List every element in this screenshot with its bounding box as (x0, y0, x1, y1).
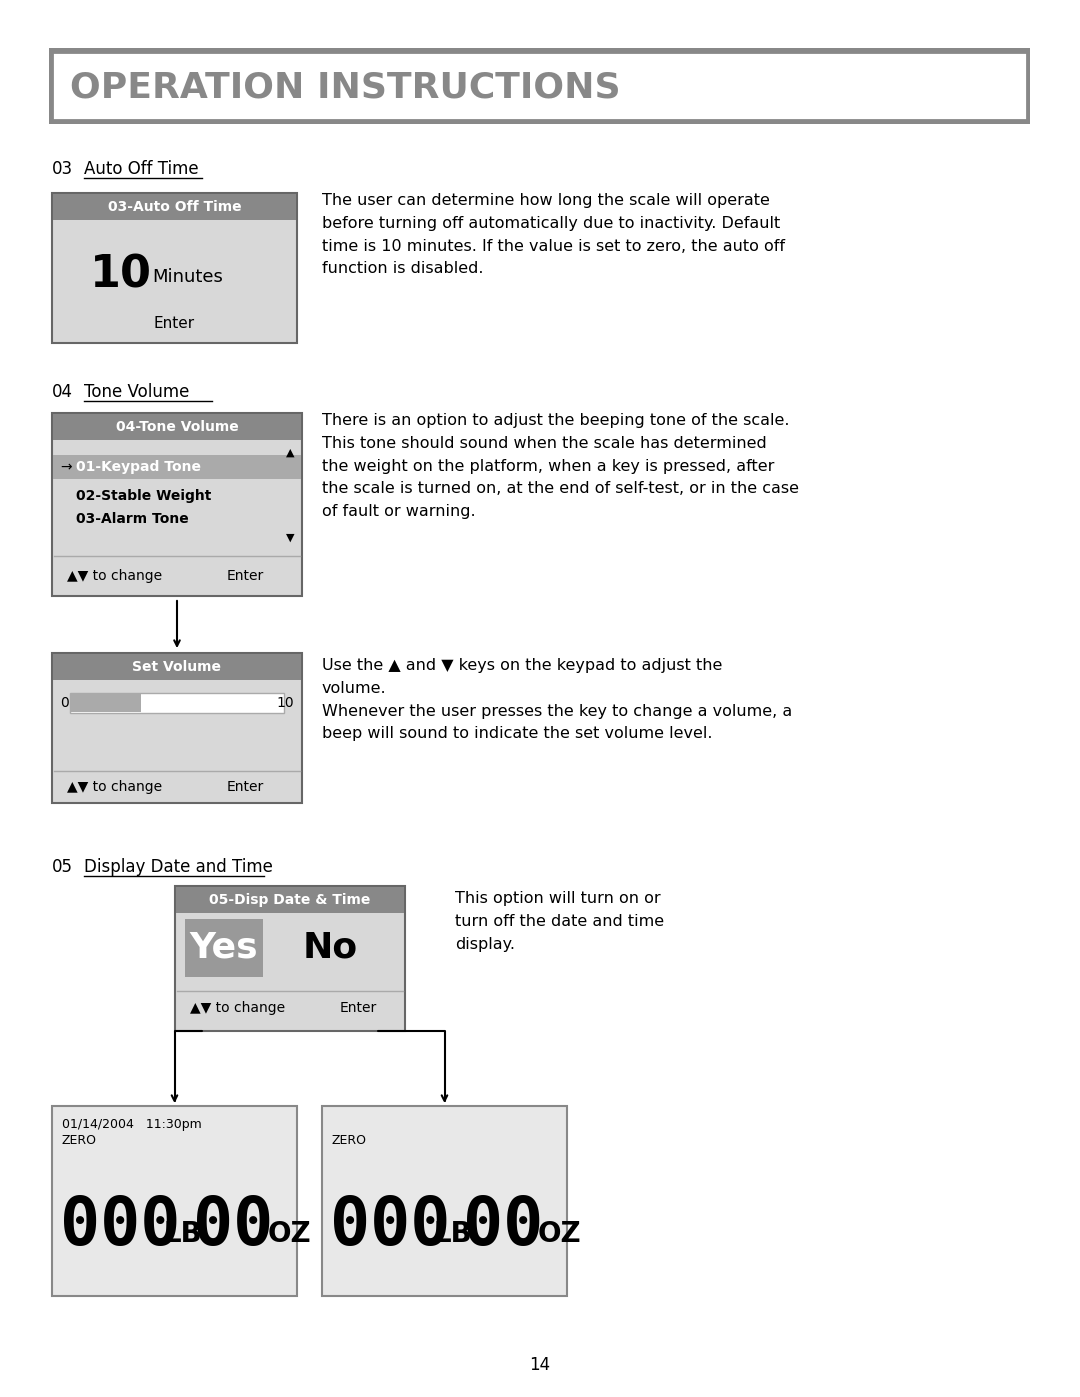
Bar (70, 693, 284, 712)
Bar (53, 194, 296, 219)
Text: The user can determine how long the scale will operate
before turning off automa: The user can determine how long the scal… (322, 193, 785, 277)
Text: →: → (60, 460, 71, 474)
Text: OZ: OZ (538, 1220, 582, 1248)
Text: ▲▼ to change: ▲▼ to change (190, 1002, 285, 1016)
Text: Set Volume: Set Volume (133, 659, 221, 673)
Bar (52, 414, 302, 597)
Text: 01-Keypad Tone: 01-Keypad Tone (76, 460, 201, 474)
Text: Tone Volume: Tone Volume (84, 383, 189, 401)
Text: No: No (302, 930, 357, 965)
Text: 14: 14 (529, 1356, 551, 1375)
Text: Use the ▲ and ▼ keys on the keypad to adjust the
volume.
Whenever the user press: Use the ▲ and ▼ keys on the keypad to ad… (322, 658, 793, 742)
Text: 03: 03 (52, 161, 73, 177)
Text: Yes: Yes (190, 930, 258, 965)
Text: Minutes: Minutes (152, 268, 222, 286)
Text: Enter: Enter (227, 780, 265, 793)
Text: ▲▼ to change: ▲▼ to change (67, 780, 162, 793)
Text: 05-Disp Date & Time: 05-Disp Date & Time (210, 893, 370, 907)
Text: This option will turn on or
turn off the date and time
display.: This option will turn on or turn off the… (455, 891, 664, 951)
Text: There is an option to adjust the beeping tone of the scale.
This tone should sou: There is an option to adjust the beeping… (322, 414, 799, 520)
Text: ZERO: ZERO (332, 1134, 367, 1147)
Bar (52, 52, 1027, 120)
Text: 00: 00 (463, 1193, 543, 1259)
Text: 000: 000 (330, 1193, 450, 1259)
Text: OZ: OZ (268, 1220, 312, 1248)
Text: 01/14/2004   11:30pm: 01/14/2004 11:30pm (62, 1118, 202, 1132)
Text: 10: 10 (90, 253, 152, 296)
Text: Display Date and Time: Display Date and Time (84, 858, 273, 876)
Text: ▲▼ to change: ▲▼ to change (67, 569, 162, 583)
Text: LB: LB (163, 1220, 202, 1248)
Text: 02-Stable Weight: 02-Stable Weight (76, 489, 212, 503)
Bar (49, 47, 1030, 124)
Text: 00: 00 (193, 1193, 273, 1259)
Bar (52, 652, 302, 803)
Bar (71, 694, 141, 712)
Bar (53, 654, 301, 680)
Text: 0: 0 (60, 696, 69, 710)
Text: Enter: Enter (340, 1002, 377, 1016)
Bar (175, 886, 405, 1031)
Text: Auto Off Time: Auto Off Time (84, 161, 199, 177)
Bar (53, 455, 301, 479)
Text: 05: 05 (52, 858, 73, 876)
Text: ▼: ▼ (285, 534, 294, 543)
Text: LB: LB (433, 1220, 472, 1248)
Text: ZERO: ZERO (62, 1134, 97, 1147)
Text: 000: 000 (60, 1193, 180, 1259)
Bar (52, 193, 297, 344)
Text: 04: 04 (52, 383, 73, 401)
Bar (176, 887, 404, 914)
Text: 03-Auto Off Time: 03-Auto Off Time (108, 200, 241, 214)
Text: 04-Tone Volume: 04-Tone Volume (116, 420, 239, 434)
Bar (185, 919, 264, 977)
Bar (322, 1106, 567, 1296)
Bar (53, 414, 301, 440)
Bar (52, 1106, 297, 1296)
Text: OPERATION INSTRUCTIONS: OPERATION INSTRUCTIONS (70, 71, 621, 105)
Text: 10: 10 (276, 696, 294, 710)
Text: ▲: ▲ (285, 448, 294, 458)
Text: 03-Alarm Tone: 03-Alarm Tone (76, 511, 189, 527)
Text: Enter: Enter (227, 569, 265, 583)
Text: Enter: Enter (154, 316, 195, 331)
